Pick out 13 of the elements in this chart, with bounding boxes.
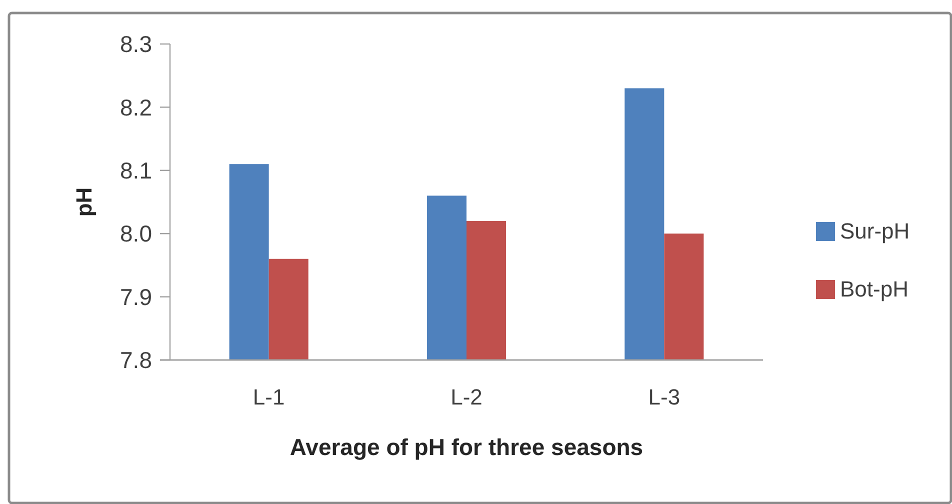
y-tick-label: 8.3 [120,31,152,58]
x-tick-label: L-1 [252,384,285,410]
y-tick-label: 8.2 [120,94,152,120]
y-tick-label: 8.1 [120,157,152,184]
y-tick-label: 7.8 [120,347,152,374]
y-tick-label: 7.9 [120,284,152,310]
y-axis-title: pH [72,187,97,217]
legend-label: Bot-pH [840,276,908,302]
x-tick-label: L-3 [648,384,680,410]
y-tick-label: 8.0 [120,220,152,247]
legend-label: Sur-pH [840,218,910,244]
x-tick-label: L-2 [450,384,482,410]
x-axis-title: Average of pH for three seasons [290,434,644,460]
